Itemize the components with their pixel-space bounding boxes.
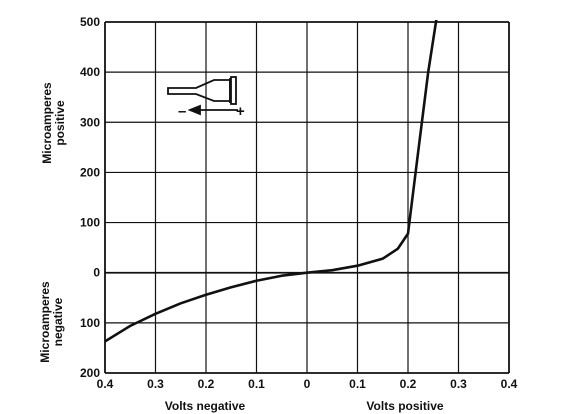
y-tick-label: 200 [80,165,100,179]
x-tick-label: 0.4 [501,377,518,391]
y-tick-label: 300 [80,115,100,129]
y-tick-label: 400 [80,65,100,79]
x-tick-label: 0.1 [248,377,265,391]
x-tick-label: 0.2 [198,377,215,391]
x-tick-label: 0.1 [349,377,366,391]
y-axis-label-positive-line2: positive [53,100,67,146]
x-tick-label: 0.4 [97,377,114,391]
crystal-detector-icon [167,76,238,116]
x-tick-label: 0 [304,377,311,391]
x-tick-label: 0.3 [450,377,467,391]
y-axis-label-positive-line1: Microamperes [40,82,54,164]
chart-grid [104,21,510,374]
x-tick-label: 0.3 [147,377,164,391]
x-axis-label-positive: Volts positive [366,399,443,413]
characteristic-curve [105,20,438,343]
x-axis-label-negative: Volts negative [165,399,246,413]
y-tick-label: 100 [80,216,100,230]
y-axis-label-negative-line1: Microamperes [38,281,52,363]
curve-layer [105,20,438,343]
tick-labels: 0.4 0.3 0.2 0.1 0 0.1 0.2 0.3 0.4 500 400 300 200 100… [80,15,518,391]
y-tick-label: 0 [93,266,100,280]
y-tick-label: 500 [80,15,100,29]
y-tick-label: 100 [80,316,100,330]
y-axis-label-negative-line2: negative [51,297,65,346]
y-tick-label: 200 [80,366,100,380]
inset-plus-sign: + [236,103,245,120]
x-tick-label: 0.2 [400,377,417,391]
inset-minus-sign: – [178,103,186,120]
